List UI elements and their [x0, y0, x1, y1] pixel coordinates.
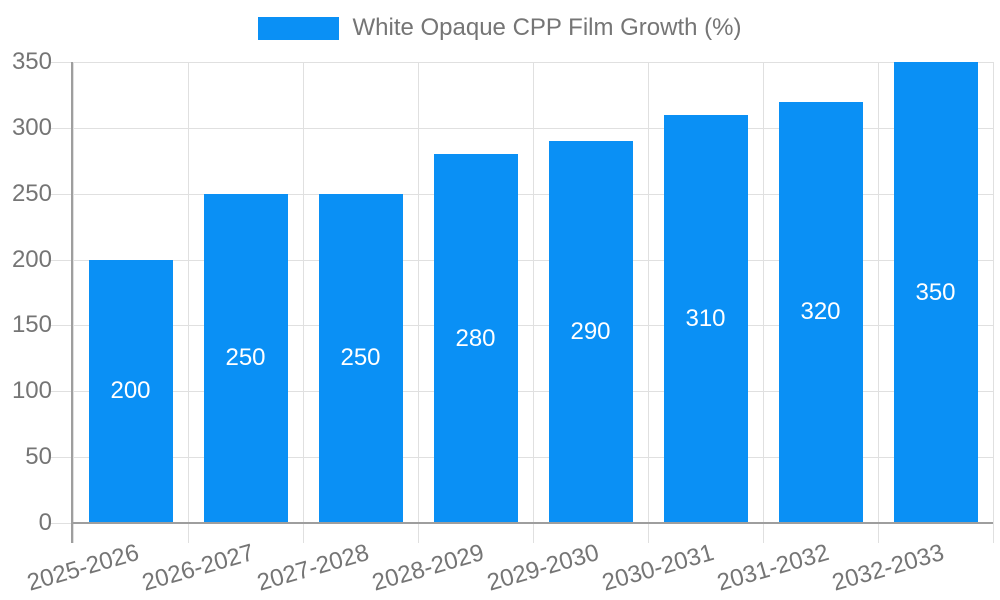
gridline-y-100: [51, 391, 993, 393]
x-axis-label-2028-2029: 2028-2029: [368, 539, 487, 597]
gridline-x-8: [993, 62, 994, 543]
legend: White Opaque CPP Film Growth (%): [0, 14, 1000, 42]
gridline-y-350: [51, 62, 993, 63]
legend-label: White Opaque CPP Film Growth (%): [352, 14, 742, 41]
gridline-x-0: [73, 62, 74, 543]
bar-value-label-2031-2032: 320: [800, 298, 841, 326]
y-axis-tick-label-250: 250: [11, 179, 52, 207]
gridline-y-50: [51, 457, 993, 459]
bar-2032-2033[interactable]: [893, 62, 978, 523]
bar-2031-2032[interactable]: [778, 101, 863, 523]
y-axis-tick-label-0: 0: [38, 509, 52, 536]
bar-2028-2029[interactable]: [433, 154, 518, 523]
gridline-y-150: [51, 325, 993, 327]
x-axis-label-2027-2028: 2027-2028: [253, 539, 372, 597]
y-axis-tick-label-50: 50: [25, 443, 52, 471]
x-axis-label-2025-2026: 2025-2026: [23, 539, 142, 597]
gridline-x-3: [418, 62, 419, 543]
bar-2029-2030[interactable]: [548, 141, 633, 523]
y-axis-tick-label-350: 350: [11, 48, 52, 75]
y-axis-tick-label-300: 300: [11, 113, 52, 141]
gridline-x-1: [188, 62, 189, 543]
x-axis-label-2026-2027: 2026-2027: [138, 539, 257, 597]
x-axis-label-2031-2032: 2031-2032: [713, 539, 832, 597]
bar-value-label-2026-2027: 250: [225, 344, 266, 372]
bar-value-label-2030-2031: 310: [685, 304, 726, 332]
bar-2025-2026[interactable]: [88, 259, 173, 523]
x-axis-label-2030-2031: 2030-2031: [598, 539, 717, 597]
bar-value-label-2029-2030: 290: [570, 318, 611, 345]
gridline-x-4: [533, 62, 534, 543]
gridline-y-300: [51, 127, 993, 129]
y-axis-tick-label-100: 100: [11, 377, 52, 405]
bar-2026-2027[interactable]: [203, 193, 288, 523]
bar-value-label-2027-2028: 250: [340, 344, 381, 372]
bar-value-label-2025-2026: 200: [110, 377, 151, 405]
legend-item[interactable]: White Opaque CPP Film Growth (%): [258, 14, 742, 42]
x-axis-label-2032-2033: 2032-2033: [828, 539, 947, 597]
y-axis-tick-label-200: 200: [11, 245, 52, 273]
bar-value-label-2032-2033: 350: [915, 278, 956, 306]
bar-2027-2028[interactable]: [318, 193, 403, 523]
gridline-x-7: [878, 62, 879, 543]
gridline-x-5: [648, 62, 649, 543]
x-axis-line: [71, 522, 993, 524]
gridline-x-6: [763, 62, 764, 543]
y-axis-line: [71, 62, 73, 543]
x-axis-label-2029-2030: 2029-2030: [483, 539, 602, 597]
gridline-y-200: [51, 259, 993, 261]
bar-value-label-2028-2029: 280: [455, 324, 496, 352]
y-axis-tick-label-150: 150: [11, 311, 52, 339]
gridline-y-250: [51, 193, 993, 195]
bar-2030-2031[interactable]: [663, 114, 748, 523]
legend-swatch-icon: [258, 16, 340, 40]
gridline-x-2: [303, 62, 304, 543]
